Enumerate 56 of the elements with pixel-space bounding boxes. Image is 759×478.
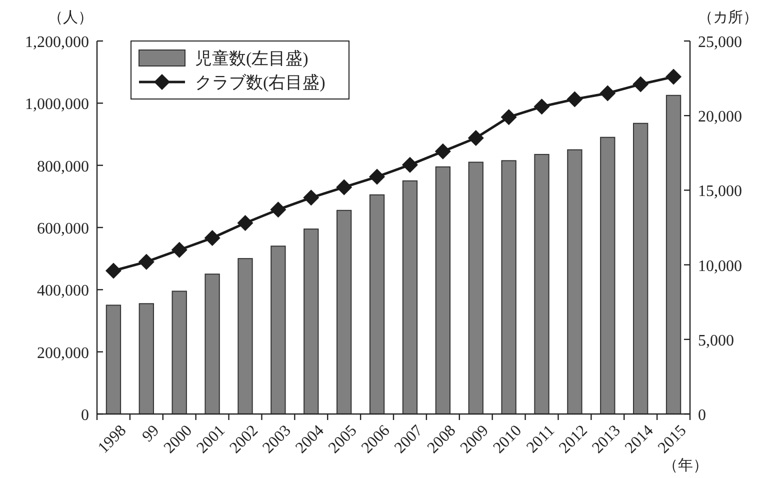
point — [468, 130, 484, 146]
x-axis-title: （年） — [663, 457, 708, 474]
y2-tick-label: 5,000 — [698, 332, 734, 350]
point — [534, 98, 550, 115]
bar — [106, 304, 122, 414]
bar — [534, 154, 550, 414]
legend-label: クラブ数(右目盛) — [195, 73, 326, 92]
x-tick-label: 2011 — [524, 422, 558, 456]
point — [105, 262, 122, 279]
bar — [238, 258, 253, 414]
y2-axis-title: （カ所） — [698, 9, 758, 26]
point — [500, 109, 517, 126]
point — [566, 91, 583, 108]
bar — [666, 94, 682, 414]
point — [600, 85, 616, 102]
bar — [138, 303, 154, 414]
bar — [501, 160, 516, 414]
bar — [468, 162, 484, 414]
bar — [435, 166, 450, 414]
point — [666, 68, 682, 85]
bar — [369, 194, 385, 414]
y-tick-label: 1,200,000 — [25, 34, 89, 51]
point — [369, 168, 386, 185]
y-tick-label: 200,000 — [37, 344, 89, 362]
y-tick-label: 400,000 — [37, 282, 89, 300]
point — [632, 76, 649, 92]
bar — [633, 122, 648, 414]
point — [237, 215, 254, 232]
point — [402, 156, 418, 173]
legend-label: 児童数(左目盛) — [195, 49, 308, 68]
y-tick-label: 800,000 — [37, 158, 89, 176]
y-tick-label: 0 — [81, 407, 89, 424]
bar — [336, 210, 352, 414]
point — [336, 179, 352, 196]
y2-tick-label: 25,000 — [698, 34, 742, 51]
y2-tick-label: 15,000 — [698, 183, 742, 200]
point — [171, 242, 188, 258]
point — [303, 190, 320, 206]
bar — [402, 180, 418, 414]
bar — [204, 274, 220, 414]
y-axis-title: （人） — [48, 10, 93, 26]
point — [434, 143, 451, 160]
bar — [600, 136, 616, 414]
y2-tick-label: 0 — [698, 407, 706, 424]
y-tick-label: 600,000 — [37, 220, 89, 238]
point — [204, 230, 220, 246]
bar — [172, 290, 187, 414]
point — [138, 254, 154, 270]
x-tick-label: 99 — [139, 422, 163, 446]
bar — [567, 149, 582, 414]
y2-tick-label: 10,000 — [698, 258, 742, 275]
y2-tick-label: 20,000 — [698, 108, 742, 126]
y-tick-label: 1,000,000 — [25, 96, 89, 114]
bar — [304, 228, 319, 414]
bar — [270, 246, 286, 414]
point — [270, 202, 286, 218]
